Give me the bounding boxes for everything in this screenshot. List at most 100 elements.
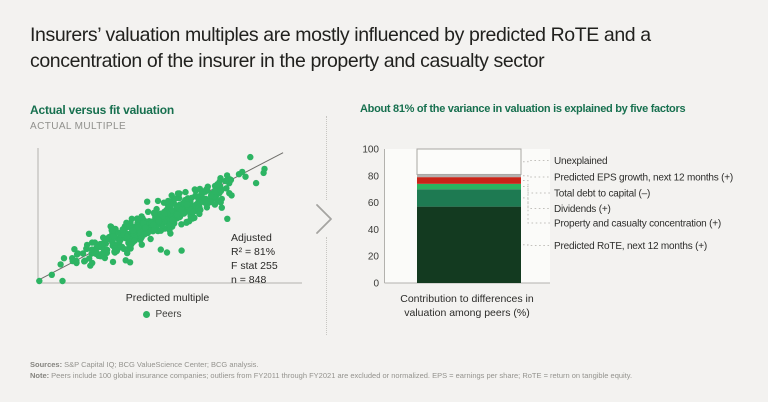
note-line: Note: Peers include 100 global insurance … [30,371,745,382]
scatter-point [150,221,157,228]
scatter-point [166,226,173,234]
scatter-point [154,197,162,205]
y-tick-label: 0 [373,279,379,290]
scatter-point [59,277,66,285]
bar-panel-header: About 81% of the variance in valuation i… [360,103,760,115]
separator-dotted-line [326,116,327,200]
scatter-point [69,255,76,262]
bar-panel-title: About 81% of the variance in valuation i… [360,103,686,115]
scatter-point [150,209,158,216]
scatter-point [131,237,138,244]
note-label: Note: [30,370,50,380]
scatter-point [71,246,78,253]
scatter-point [208,192,215,199]
y-tick-label: 60 [368,198,380,209]
leader-line [523,175,550,178]
scatter-point [261,165,268,173]
scatter-point [128,215,135,222]
scatter-point [196,210,203,218]
scatter-point [109,233,117,240]
bar-segment-label: Total debt to capital (–) [554,189,650,200]
scatter-point [83,245,90,252]
page-title: Insurers’ valuation multiples are mostly… [30,22,742,74]
scatter-point [242,173,249,180]
scatter-point [111,248,118,255]
bar-segment-label: Predicted EPS growth, next 12 months (+) [554,173,733,184]
scatter-point [124,249,131,257]
leader-line [523,160,550,163]
scatter-x-axis-label: Predicted multiple [125,292,210,304]
scatter-point [189,208,197,216]
scatter-point [86,255,93,262]
sources-text: S&P Capital IQ; BCG ValueScience Center;… [64,360,259,369]
scatter-point [211,201,219,208]
page-title-line-2: concentration of the insurer in the prop… [30,50,545,72]
scatter-point [168,206,175,214]
bar-segment-label: Dividends (+) [554,204,611,215]
scatter-panel-title: Actual versus fit valuation [30,103,174,117]
scatter-point [190,214,197,221]
scatter-point [138,241,145,248]
scatter-point [57,261,64,268]
footer: Sources: S&P Capital IQ; BCG ValueScience… [30,360,745,381]
page-title-line-1: Insurers’ valuation multiples are mostly… [30,24,651,46]
scatter-point [169,216,176,224]
scatter-point [79,250,87,257]
scatter-point [222,177,229,185]
scatter-point [239,168,246,176]
scatter-point [138,213,145,220]
scatter-point [202,199,209,206]
bar-segment [417,206,521,283]
scatter-point [123,233,131,240]
scatter-point [157,227,164,234]
scatter-point [223,185,230,192]
scatter-panel-header: Actual versus fit valuation ACTUAL MULTI… [30,103,310,132]
bar-segment [417,177,521,184]
stat-line: n = 848 [231,274,267,286]
scatter-point [134,224,142,231]
leader-line [523,186,550,209]
bar-x-axis-label: Contribution to differences in valuation… [384,292,550,320]
scatter-point [196,199,204,207]
scatter-point [155,217,162,224]
scatter-point [147,235,154,243]
scatter-points [36,153,268,285]
scatter-point [217,187,225,195]
scatter-point [163,249,171,256]
scatter-point [98,250,105,258]
scatter-point [173,211,181,218]
scatter-point [122,257,129,264]
scatter-point [129,227,137,234]
scatter-point [172,195,179,202]
scatter-point [85,230,93,237]
scatter-point [252,179,260,187]
scatter-point [217,199,224,206]
leader-line [523,244,550,246]
stat-line: F stat 255 [231,260,278,272]
scatter-point [183,218,190,226]
scatter-point [87,262,94,269]
bar-x-axis-label-line-2: valuation among peers (%) [404,307,530,319]
scatter-point [218,204,225,211]
leader-line [523,197,550,224]
scatter-point [157,246,164,253]
stacked-bar-chart: 0 20 40 60 80 100 Predicted RoTE, next 12 mont… [362,145,733,290]
scatter-point [117,237,124,244]
bar-segment [417,174,521,178]
y-tick-label: 100 [362,145,379,156]
peers-legend-dot-icon [143,311,151,318]
bar-segment-label: Property and casualty concentration (+) [554,219,721,230]
scatter-point [178,221,185,228]
scatter-point [109,258,117,266]
scatter-point [188,194,195,202]
separator-dotted-line [326,237,327,335]
scatter-point [226,190,233,197]
bar-segment-label: Unexplained [554,156,607,167]
bar-segment [417,189,521,207]
y-tick-label: 80 [368,171,380,182]
scatter-point [141,231,148,238]
scatter-point [118,243,126,250]
scatter-stats-annotation: Adjusted R² = 81% F stat 255 n = 848 [231,231,278,287]
scatter-point [183,201,191,208]
